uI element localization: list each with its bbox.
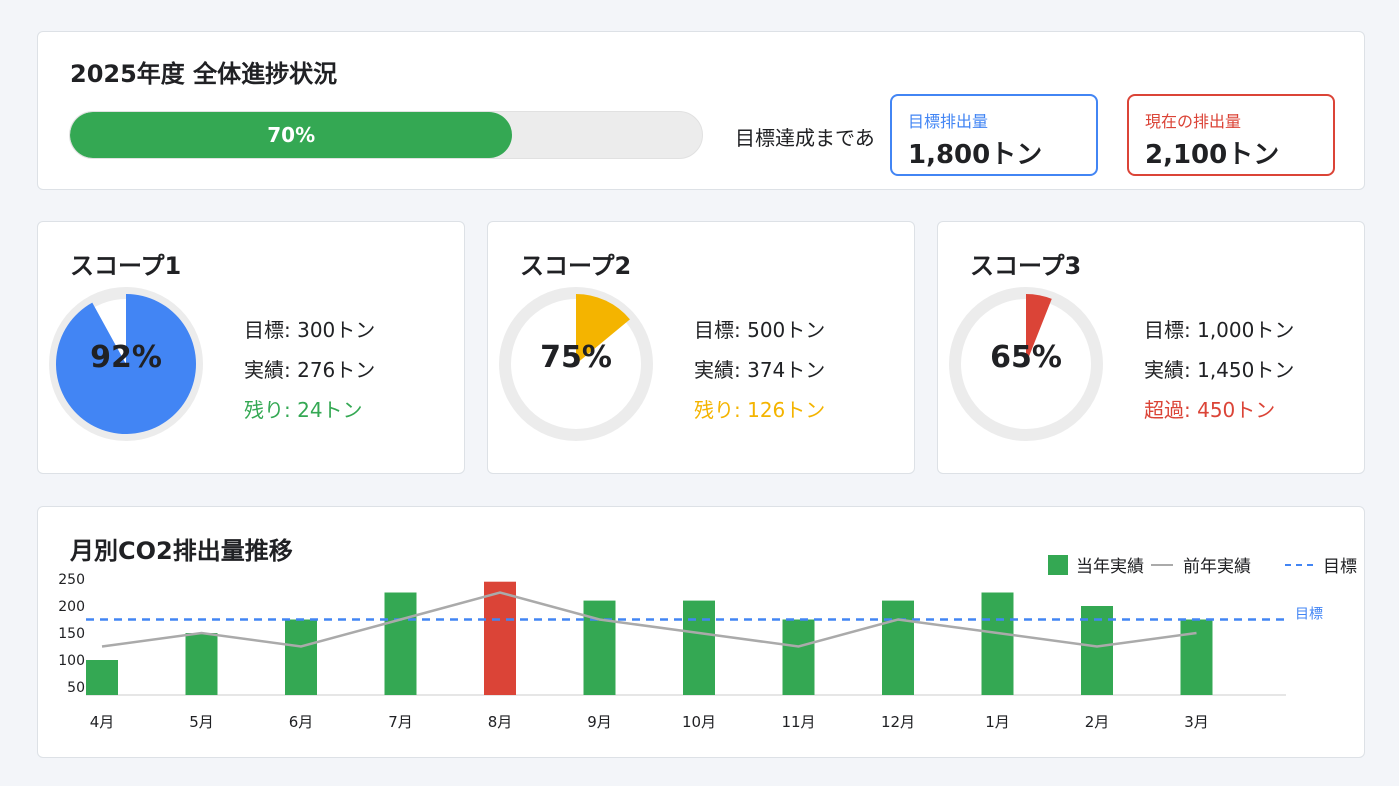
- overall-title: 2025年度 全体進捗状況: [70, 60, 338, 88]
- legend-previous-swatch: [1151, 563, 1173, 566]
- x-tick-label: 6月: [289, 713, 314, 731]
- previous-year-line: [101, 591, 1197, 648]
- x-tick-label: 12月: [881, 713, 915, 731]
- overall-progress-card: 2025年度 全体進捗状況 70% 目標達成まであ 目標排出量 1,800トン …: [37, 31, 1365, 190]
- scope1-card: スコープ1 92% 目標: 300トン 実績: 276トン 残り: 24トン: [37, 221, 465, 474]
- scope1-pie-chart: [49, 287, 203, 441]
- scope3-card: スコープ3 65% 目標: 1,000トン 実績: 1,450トン 超過: 45…: [937, 221, 1365, 474]
- bar-2月: [1081, 606, 1113, 695]
- legend-current-label: 当年実績: [1076, 557, 1144, 577]
- legend-target: 目標: [1285, 552, 1357, 577]
- x-tick-label: 7月: [388, 713, 413, 731]
- scope-diff: 残り: 24トン: [244, 398, 363, 422]
- scope-percent: 92%: [90, 340, 162, 375]
- scope-percent: 75%: [540, 340, 612, 375]
- x-tick-label: 10月: [682, 713, 716, 731]
- x-tick-label: 1月: [985, 713, 1010, 731]
- scope3-pie-chart: [949, 287, 1103, 441]
- bar-9月: [583, 600, 616, 695]
- target-emission-box: 目標排出量 1,800トン: [890, 94, 1098, 176]
- x-tick-label: 9月: [587, 713, 612, 731]
- bar-10月: [683, 600, 715, 695]
- scope-actual: 実績: 1,450トン: [1144, 358, 1295, 382]
- current-emission-value: 2,100トン: [1145, 140, 1280, 170]
- chart-title: 月別CO2排出量推移: [70, 537, 293, 565]
- y-tick-label: 50: [67, 680, 85, 696]
- target-emission-label: 目標排出量: [908, 112, 989, 131]
- legend-previous: 前年実績: [1151, 552, 1251, 577]
- x-tick-label: 3月: [1184, 713, 1209, 731]
- bar-7月: [384, 592, 417, 695]
- scope-title: スコープ2: [520, 252, 632, 280]
- legend-current-swatch: [1048, 554, 1068, 575]
- y-tick-label: 250: [58, 572, 85, 588]
- bar-1月: [981, 592, 1014, 695]
- scope-title: スコープ3: [970, 252, 1082, 280]
- x-tick-label: 2月: [1085, 713, 1110, 731]
- pie-slice: [1026, 294, 1052, 364]
- bar-8月: [484, 581, 516, 695]
- bar-11月: [782, 619, 815, 695]
- legend-target-label: 目標: [1323, 557, 1357, 577]
- x-tick-label: 11月: [781, 713, 815, 731]
- y-tick-label: 150: [58, 626, 85, 642]
- y-tick-label: 200: [58, 599, 85, 615]
- pie-track: [949, 287, 1103, 441]
- scope-percent: 65%: [990, 340, 1062, 375]
- scope-info: 目標: 1,000トン 実績: 1,450トン 超過: 450トン: [1144, 310, 1294, 430]
- bar-5月: [185, 633, 218, 695]
- scope-diff: 残り: 126トン: [694, 398, 826, 422]
- scope-info: 目標: 300トン 実績: 276トン 残り: 24トン: [244, 310, 375, 430]
- pie-slice: [56, 294, 197, 434]
- legend-target-swatch: [1285, 563, 1313, 566]
- scope-target: 目標: 300トン: [244, 318, 376, 342]
- overall-progress-bar: 70%: [69, 111, 703, 159]
- remaining-label: 目標達成まであ: [735, 126, 875, 150]
- x-tick-label: 8月: [488, 713, 513, 731]
- x-tick-label: 5月: [189, 713, 214, 731]
- monthly-chart-card: 250 200 150 100 50 目標 4月 5月 6月 7月 8月 9月 10月 11月 12月 1月 2…: [37, 506, 1365, 758]
- scope-actual: 実績: 374トン: [694, 358, 826, 382]
- pie-track: [499, 287, 653, 441]
- bar-12月: [882, 600, 914, 695]
- current-emission-label: 現在の排出量: [1145, 112, 1242, 131]
- scope-actual: 実績: 276トン: [244, 358, 376, 382]
- legend-current: 当年実績: [1048, 552, 1144, 577]
- target-line-label: 目標: [1295, 607, 1323, 623]
- pie-track: [49, 287, 203, 441]
- x-tick-label: 4月: [90, 713, 115, 731]
- overall-progress-label: 70%: [267, 123, 316, 147]
- bar-6月: [285, 619, 317, 695]
- scope-target: 目標: 500トン: [694, 318, 826, 342]
- overall-progress-fill: 70%: [70, 112, 513, 158]
- current-emission-box: 現在の排出量 2,100トン: [1127, 94, 1335, 176]
- monthly-bar-chart: 250 200 150 100 50 目標 4月 5月 6月 7月 8月 9月 10月 11月 12月 1月 2…: [58, 572, 1323, 731]
- bar-4月: [86, 660, 118, 695]
- scope-diff: 超過: 450トン: [1144, 398, 1276, 422]
- legend-previous-label: 前年実績: [1183, 557, 1251, 577]
- y-tick-label: 100: [58, 653, 85, 669]
- scope2-card: スコープ2 75% 目標: 500トン 実績: 374トン 残り: 126トン: [487, 221, 915, 474]
- scope-info: 目標: 500トン 実績: 374トン 残り: 126トン: [694, 310, 825, 430]
- bar-3月: [1180, 619, 1213, 695]
- target-emission-value: 1,800トン: [908, 140, 1043, 170]
- scope-target: 目標: 1,000トン: [1144, 318, 1295, 342]
- scope-title: スコープ1: [70, 252, 182, 280]
- scope2-pie-chart: [499, 287, 653, 441]
- pie-slice: [576, 294, 630, 364]
